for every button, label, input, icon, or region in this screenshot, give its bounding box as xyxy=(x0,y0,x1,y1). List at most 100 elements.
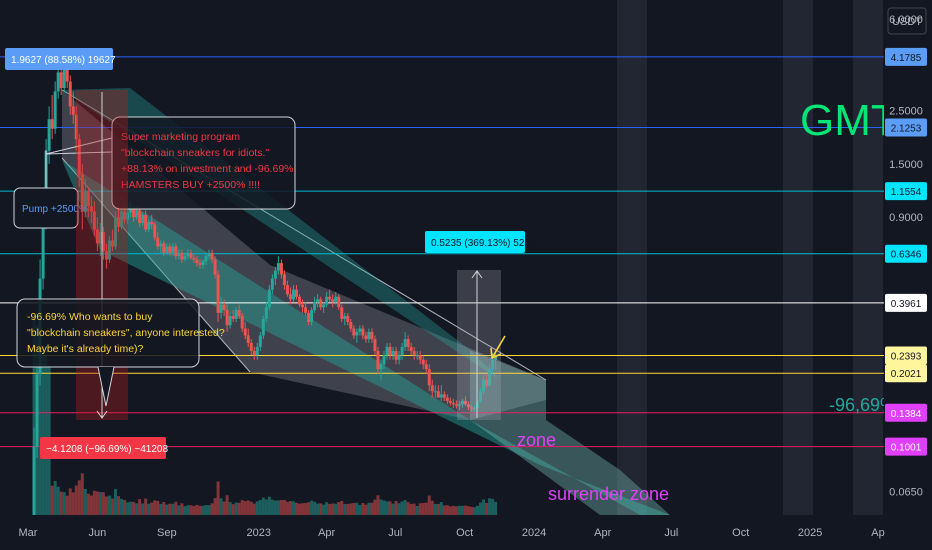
candle xyxy=(304,301,308,316)
candle-body xyxy=(448,400,452,403)
candle-body xyxy=(144,214,148,230)
volume-bar xyxy=(476,505,480,515)
volume-bar xyxy=(349,503,353,515)
marketing-note: Super marketing program "blockchain snea… xyxy=(45,116,296,210)
time-tick-label: Mar xyxy=(19,527,38,539)
candle-body xyxy=(129,208,133,213)
candle xyxy=(400,342,404,360)
volume-bar xyxy=(352,502,356,515)
currency-button[interactable] xyxy=(887,7,927,35)
candle-body xyxy=(298,296,302,305)
volume-bar xyxy=(162,502,166,515)
volume-bar xyxy=(370,502,374,515)
candle xyxy=(476,400,480,410)
candle-body xyxy=(334,296,338,302)
candle-body xyxy=(388,346,392,356)
volume-bar xyxy=(132,501,136,515)
drop-badge: −4.1208 (−96.69%) −41208 xyxy=(40,437,168,459)
candle xyxy=(150,214,154,230)
volume-bar xyxy=(129,501,133,515)
candle xyxy=(291,285,295,302)
candle xyxy=(101,226,105,260)
volume-bar xyxy=(258,500,262,515)
volume-bar xyxy=(59,491,63,515)
candle xyxy=(485,374,489,389)
candle xyxy=(189,249,193,260)
candle xyxy=(482,374,486,395)
candle xyxy=(346,312,350,326)
volume-bar xyxy=(198,505,202,515)
volume-bar xyxy=(183,506,187,515)
volume-bar xyxy=(334,503,338,515)
time-tick-label: Sep xyxy=(157,527,177,539)
volume-bar xyxy=(101,492,105,515)
candle xyxy=(301,299,305,313)
volume-bar xyxy=(147,503,151,515)
volume-bar xyxy=(50,485,54,515)
volume-bar xyxy=(95,491,99,515)
volume-bar xyxy=(141,503,145,515)
volume-bar xyxy=(457,505,461,515)
volume-bar xyxy=(451,505,455,515)
price-tag: 0.2021 xyxy=(885,364,927,383)
volume-bar xyxy=(379,499,383,515)
candle-body xyxy=(394,350,398,360)
candle-body xyxy=(132,208,136,218)
candle-body xyxy=(373,339,377,351)
candle xyxy=(177,249,181,260)
price-tag: 0.3961 xyxy=(885,293,927,312)
time-axis[interactable]: Mar Jun Sep 2023 Apr Jul Oct 2024 Apr Jul Oct 2025 A… xyxy=(0,515,932,550)
candle xyxy=(406,335,410,351)
price-axis[interactable]: USDT 6.0000 2.5000 1.5000 0.9000 0.0650 4.17… xyxy=(884,0,932,515)
time-tick-label: 2023 xyxy=(247,527,271,539)
candle xyxy=(264,301,268,322)
price-tags: 4.1785 2.1253 1.1554 0.6346 0.3961 0.2393 0.20… xyxy=(885,47,927,456)
candle-body xyxy=(249,342,253,351)
price-tag: 0.1384 xyxy=(885,403,927,422)
candle-body xyxy=(382,355,386,365)
candle xyxy=(77,133,81,188)
candle-body xyxy=(261,318,265,336)
price-tick-label: 0.9000 xyxy=(889,212,923,224)
volume-bar xyxy=(346,503,350,515)
time-tick-label: Apr xyxy=(594,527,611,539)
candle-body xyxy=(358,328,362,332)
candle-body xyxy=(488,369,492,386)
volume-bar xyxy=(400,501,404,515)
price-tag-text: 4.1785 xyxy=(891,53,922,64)
volume-bar xyxy=(463,505,467,515)
volume-bar xyxy=(117,496,121,515)
volume-bar xyxy=(319,503,323,515)
candle xyxy=(186,249,190,260)
candle xyxy=(107,236,111,264)
volume-bar xyxy=(104,496,108,515)
candle xyxy=(86,187,90,218)
candle-body xyxy=(98,232,102,244)
peak-badge-text: 1.9627 (88.58%) 19627 xyxy=(11,55,116,66)
price-tick-label: 1.5000 xyxy=(889,159,923,171)
candle-body xyxy=(153,224,157,238)
candle-body xyxy=(385,346,389,356)
pump-text: Pump +2500% xyxy=(22,204,88,215)
candle xyxy=(159,240,163,253)
price-tag-text: 0.1384 xyxy=(891,409,922,420)
volume-bar xyxy=(89,495,93,515)
candle xyxy=(316,294,320,308)
candle-body xyxy=(267,289,271,308)
candle xyxy=(92,201,96,237)
candle-body xyxy=(469,407,473,410)
candle xyxy=(361,325,365,340)
volume-bar xyxy=(204,504,208,515)
volume-bar xyxy=(189,505,193,515)
candle xyxy=(370,328,374,343)
candle xyxy=(285,280,289,297)
candle xyxy=(479,388,483,403)
drop-arrow-head xyxy=(96,410,108,419)
volume-bar xyxy=(138,499,142,515)
candle xyxy=(273,266,277,286)
volume-bar xyxy=(313,501,317,515)
volume-bar xyxy=(246,500,250,515)
candle xyxy=(436,385,440,398)
candle xyxy=(391,346,395,360)
